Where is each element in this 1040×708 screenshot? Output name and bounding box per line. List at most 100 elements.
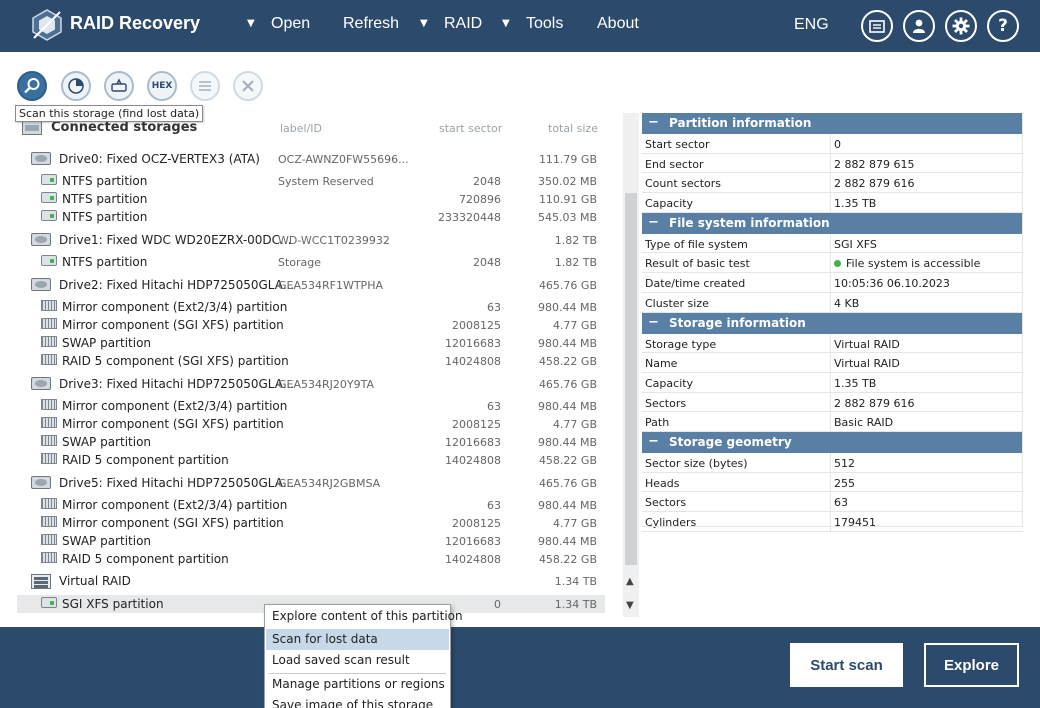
tree-row-partition[interactable]: Mirror component (Ext2/3/4) partition 63 9… xyxy=(17,298,605,316)
tree-row-total-size: 980.44 MB xyxy=(537,337,597,350)
context-menu: Explore content of this partition Scan f… xyxy=(264,604,463,708)
scroll-up-icon[interactable]: ▲ xyxy=(626,576,634,587)
property-row: Start sector 0 xyxy=(642,134,1023,154)
component-partition-icon xyxy=(41,516,57,527)
tools-dropdown-icon[interactable]: ▼ xyxy=(502,18,510,29)
tree-row-total-size: 4.77 GB xyxy=(552,418,597,431)
tree-row-total-size: 1.82 TB xyxy=(554,234,597,247)
tree-row-partition[interactable]: NTFS partition Storage 2048 1.82 TB xyxy=(17,253,605,271)
tree-row-partition[interactable]: Mirror component (Ext2/3/4) partition 63 9… xyxy=(17,496,605,514)
tree-row-partition[interactable]: Mirror component (SGI XFS) partition 2008… xyxy=(17,514,605,532)
tree-row-storage[interactable]: Drive5: Fixed Hitachi HDP725050GLA... GEA… xyxy=(17,474,605,492)
tree-row-start-sector: 63 xyxy=(487,301,501,314)
scrollbar-thumb[interactable] xyxy=(625,193,637,565)
storage-info-header[interactable]: − Storage information xyxy=(642,312,1023,334)
tree-row-partition[interactable]: Mirror component (SGI XFS) partition 2008… xyxy=(17,316,605,334)
column-total-size[interactable]: total size xyxy=(548,122,598,135)
menu-tools[interactable]: Tools xyxy=(526,15,564,32)
tree-row-start-sector: 63 xyxy=(487,400,501,413)
scan-storage-button[interactable] xyxy=(17,71,47,101)
section-title: Storage information xyxy=(669,315,806,330)
column-label-id[interactable]: label/ID xyxy=(280,122,323,135)
user-button[interactable] xyxy=(903,10,935,42)
property-row: Sectors 2 882 879 616 xyxy=(642,392,1023,413)
raid-dropdown-icon[interactable]: ▼ xyxy=(420,18,428,29)
tree-row-storage[interactable]: Drive2: Fixed Hitachi HDP725050GLA... GEA… xyxy=(17,276,605,294)
close-storage-button[interactable] xyxy=(233,71,263,101)
property-value: Basic RAID xyxy=(834,416,894,430)
menu-item-manage-partitions[interactable]: Manage partitions or regions xyxy=(272,677,445,691)
tree-row-storage[interactable]: Drive0: Fixed OCZ-VERTEX3 (ATA) OCZ-AWNZ0… xyxy=(17,150,605,168)
log-button[interactable] xyxy=(861,10,893,42)
menu-refresh[interactable]: Refresh xyxy=(343,15,400,32)
tree-row-storage[interactable]: Virtual RAID 1.34 TB xyxy=(17,572,605,590)
help-button[interactable]: ? xyxy=(987,10,1019,42)
menu-item-explore-content[interactable]: Explore content of this partition xyxy=(272,609,463,623)
tree-row-partition[interactable]: SWAP partition 12016683 980.44 MB xyxy=(17,334,605,352)
settings-button[interactable] xyxy=(945,10,977,42)
save-image-button[interactable] xyxy=(104,71,134,101)
component-partition-icon xyxy=(41,552,57,563)
explore-button[interactable]: Explore xyxy=(924,643,1019,687)
tree-row-name: Drive3: Fixed Hitachi HDP725050GLA... xyxy=(59,377,295,391)
collapse-icon[interactable]: − xyxy=(648,214,659,230)
tree-row-storage[interactable]: Drive3: Fixed Hitachi HDP725050GLA... GEA… xyxy=(17,375,605,393)
collapse-icon[interactable]: − xyxy=(648,314,659,330)
pie-chart-icon xyxy=(68,78,84,94)
menu-about[interactable]: About xyxy=(597,15,639,32)
language-selector[interactable]: ENG xyxy=(794,16,829,33)
file-system-info-header[interactable]: − File system information xyxy=(642,212,1023,234)
component-partition-icon xyxy=(41,417,57,428)
column-divider xyxy=(830,512,831,531)
tree-row-partition[interactable]: NTFS partition 233320448 545.03 MB xyxy=(17,208,605,226)
start-scan-button[interactable]: Start scan xyxy=(790,643,903,687)
hard-drive-icon xyxy=(31,476,51,489)
storage-geometry-header[interactable]: − Storage geometry xyxy=(642,431,1023,453)
tree-row-partition[interactable]: SWAP partition 12016683 980.44 MB xyxy=(17,532,605,550)
collapse-icon[interactable]: − xyxy=(648,115,659,130)
property-value: 10:05:36 06.10.2023 xyxy=(834,277,950,291)
tree-scrollbar[interactable]: ▲ ▼ xyxy=(623,113,639,617)
open-dropdown-icon[interactable]: ▼ xyxy=(247,18,255,29)
menu-open[interactable]: Open xyxy=(271,15,311,32)
partition-info-header[interactable]: − Partition information xyxy=(642,113,1023,134)
tree-row-partition[interactable]: NTFS partition System Reserved 2048 350.02 … xyxy=(17,172,605,190)
tree-row-name: RAID 5 component partition xyxy=(62,552,229,566)
column-divider xyxy=(830,472,831,492)
column-start-sector[interactable]: start sector xyxy=(439,122,503,135)
tree-row-partition[interactable]: Mirror component (SGI XFS) partition 2008… xyxy=(17,415,605,433)
tree-row-total-size: 980.44 MB xyxy=(537,535,597,548)
component-partition-icon xyxy=(41,498,57,509)
scroll-down-icon[interactable]: ▼ xyxy=(626,600,634,611)
tree-row-total-size: 350.02 MB xyxy=(537,175,597,188)
menu-item-load-scan[interactable]: Load saved scan result xyxy=(272,653,410,667)
tree-row-total-size: 980.44 MB xyxy=(537,301,597,314)
close-icon xyxy=(242,80,254,92)
partitions-button[interactable] xyxy=(61,71,91,101)
menu-item-save-image[interactable]: Save image of this storage xyxy=(272,698,434,708)
gear-icon xyxy=(952,17,970,35)
component-partition-icon xyxy=(41,336,57,347)
list-button[interactable] xyxy=(190,71,220,101)
hard-drive-icon xyxy=(31,278,51,291)
storage-tree: Connected storages label/ID start sector… xyxy=(0,113,640,618)
tree-row-partition[interactable]: RAID 5 component (SGI XFS) partition 1402… xyxy=(17,352,605,370)
menu-separator xyxy=(269,673,446,674)
property-row: Cluster size 4 KB xyxy=(642,292,1023,313)
property-key: Count sectors xyxy=(645,177,722,191)
property-value: 2 882 879 616 xyxy=(834,396,915,410)
tree-row-label: WD-WCC1T0239932 xyxy=(278,234,390,247)
tree-row-name: NTFS partition xyxy=(62,192,148,206)
property-row: Sector size (bytes) 512 xyxy=(642,452,1023,473)
tree-row-partition[interactable]: SWAP partition 12016683 980.44 MB xyxy=(17,433,605,451)
tree-row-partition[interactable]: RAID 5 component partition 14024808 458.22… xyxy=(17,451,605,469)
menu-raid[interactable]: RAID xyxy=(444,15,483,32)
menu-item-scan-lost-data[interactable]: Scan for lost data xyxy=(266,629,449,650)
collapse-icon[interactable]: − xyxy=(648,433,659,449)
hex-editor-button[interactable]: HEX xyxy=(147,71,177,101)
tree-row-partition[interactable]: NTFS partition 720896 110.91 GB xyxy=(17,190,605,208)
property-row: Path Basic RAID xyxy=(642,412,1023,432)
tree-row-storage[interactable]: Drive1: Fixed WDC WD20EZRX-00DC... WD-WCC… xyxy=(17,231,605,249)
tree-row-partition[interactable]: Mirror component (Ext2/3/4) partition 63 9… xyxy=(17,397,605,415)
tree-row-partition[interactable]: RAID 5 component partition 14024808 458.22… xyxy=(17,550,605,568)
